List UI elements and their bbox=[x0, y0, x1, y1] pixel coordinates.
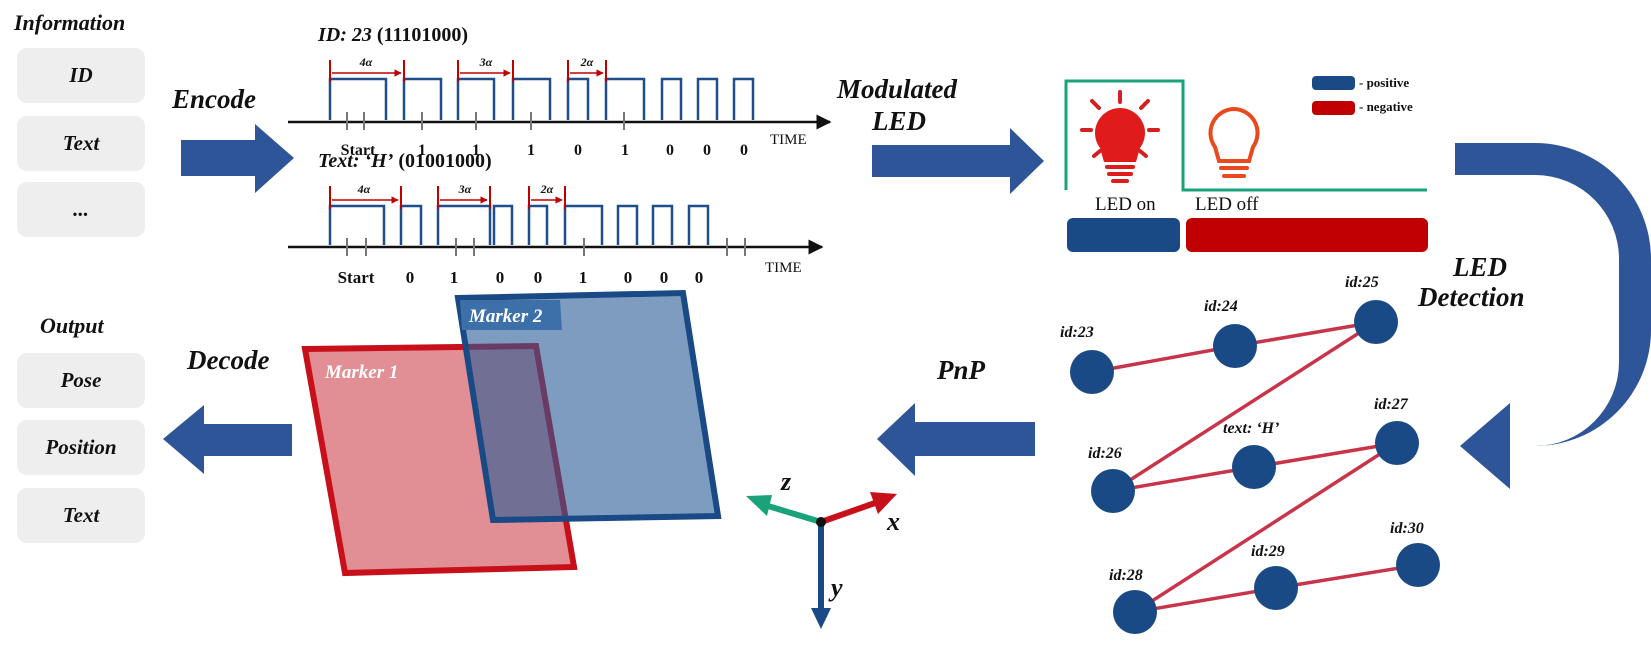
led-detection-arrow bbox=[1455, 143, 1651, 489]
led-on-label: LED on bbox=[1095, 194, 1156, 215]
encode-label: Encode bbox=[172, 84, 256, 114]
led-off-label: LED off bbox=[1195, 194, 1259, 215]
node-label-id27: id:27 bbox=[1374, 396, 1409, 413]
output-item-position: Position bbox=[17, 420, 145, 475]
signal-id-time-label: TIME bbox=[770, 132, 807, 148]
output-item-pose: Pose bbox=[17, 353, 145, 408]
led-detection-label-1: LED bbox=[1453, 252, 1507, 282]
modulated-label-2: LED bbox=[872, 106, 926, 136]
signal-id-bit-8: 0 bbox=[740, 142, 748, 159]
signal-text-bit-7: 0 bbox=[660, 268, 669, 287]
led-detection-label-2: Detection bbox=[1418, 282, 1525, 312]
signal-id-bit-start: Start bbox=[341, 142, 376, 159]
signal-id-title-bits: (11101000) bbox=[376, 24, 469, 46]
signal-text-waveform bbox=[288, 186, 824, 256]
negative-bar bbox=[1186, 218, 1428, 252]
node-circles bbox=[1070, 300, 1440, 634]
output-title: Output bbox=[40, 313, 104, 338]
signal-id-bit-1: 1 bbox=[418, 142, 426, 159]
node-label-id28: id:28 bbox=[1109, 567, 1143, 584]
node-label-id23: id:23 bbox=[1060, 324, 1094, 341]
signal-text-title-bits: (01001000) bbox=[398, 150, 492, 172]
signal-text-title: Text: ‘H’ (01001000) bbox=[318, 150, 492, 173]
signal-id-interval-3: 2α bbox=[580, 55, 594, 69]
signal-text-bit-4: 0 bbox=[534, 268, 543, 287]
signal-id-interval-2: 3α bbox=[479, 55, 493, 69]
modulated-led-arrow bbox=[872, 128, 1044, 194]
signal-text-title-prefix: Text: ‘H’ bbox=[318, 150, 394, 172]
legend-positive-swatch bbox=[1312, 76, 1355, 90]
node-links bbox=[1091, 320, 1419, 614]
info-item-text: Text bbox=[17, 116, 145, 171]
axis-z-label: z bbox=[780, 467, 792, 496]
decode-arrow bbox=[163, 405, 292, 474]
legend-negative-swatch bbox=[1312, 101, 1355, 115]
info-item-more: ... bbox=[17, 182, 145, 237]
positive-bar bbox=[1067, 218, 1180, 252]
bulb-on-icon bbox=[1080, 90, 1160, 183]
signal-id-bit-5: 1 bbox=[621, 142, 629, 159]
signal-id-bit-6: 0 bbox=[666, 142, 674, 159]
node-label-id25: id:25 bbox=[1345, 274, 1379, 291]
marker-2-label: Marker 2 bbox=[468, 306, 543, 327]
decode-label: Decode bbox=[187, 345, 270, 375]
coordinate-axes bbox=[746, 492, 897, 629]
signal-id-title: ID: 23 (11101000) bbox=[318, 24, 468, 47]
signal-id-waveform bbox=[288, 60, 832, 130]
signal-text-bit-6: 0 bbox=[624, 268, 633, 287]
legend-positive-label: - positive bbox=[1359, 75, 1409, 90]
signal-text-interval-2: 3α bbox=[458, 182, 472, 196]
signal-text-bit-8: 0 bbox=[695, 268, 704, 287]
node-label-text-h: text: ‘H’ bbox=[1223, 420, 1279, 437]
signal-id-interval-1: 4α bbox=[359, 55, 373, 69]
legend-negative-label: - negative bbox=[1359, 99, 1413, 114]
node-label-id30: id:30 bbox=[1390, 520, 1424, 537]
signal-text-bit-3: 0 bbox=[496, 268, 505, 287]
led-state-line bbox=[1064, 79, 1427, 192]
signal-text-bit-1: 0 bbox=[406, 268, 415, 287]
marker-2-label-bg bbox=[460, 300, 562, 330]
signal-text-bit-2: 1 bbox=[450, 268, 459, 287]
signal-text-bit-start: Start bbox=[338, 268, 375, 287]
signal-text-interval-3: 2α bbox=[540, 182, 554, 196]
marker-1-label: Marker 1 bbox=[324, 362, 398, 383]
marker-2-quad bbox=[454, 289, 722, 524]
node-label-id26: id:26 bbox=[1088, 445, 1122, 462]
bulb-off-icon bbox=[1208, 106, 1260, 178]
signal-text-time-label: TIME bbox=[765, 260, 802, 276]
signal-id-bit-3: 1 bbox=[527, 142, 535, 159]
signal-text-interval-1: 4α bbox=[357, 182, 371, 196]
encode-arrow bbox=[181, 124, 294, 193]
signal-id-bit-2: 1 bbox=[472, 142, 480, 159]
information-title: Information bbox=[14, 10, 126, 35]
node-label-id24: id:24 bbox=[1204, 298, 1238, 315]
signal-id-bit-4: 0 bbox=[574, 142, 582, 159]
axis-y-label: y bbox=[828, 573, 843, 602]
node-label-id29: id:29 bbox=[1251, 543, 1285, 560]
output-item-text: Text bbox=[17, 488, 145, 543]
signal-id-bit-7: 0 bbox=[703, 142, 711, 159]
signal-text-bit-5: 1 bbox=[579, 268, 588, 287]
axis-x-label: x bbox=[886, 507, 900, 536]
pnp-arrow bbox=[877, 403, 1035, 476]
info-item-id: ID bbox=[17, 48, 145, 103]
modulated-label-1: Modulated bbox=[837, 74, 958, 104]
signal-id-title-prefix: ID: 23 bbox=[318, 24, 372, 46]
pnp-label: PnP bbox=[937, 355, 986, 385]
